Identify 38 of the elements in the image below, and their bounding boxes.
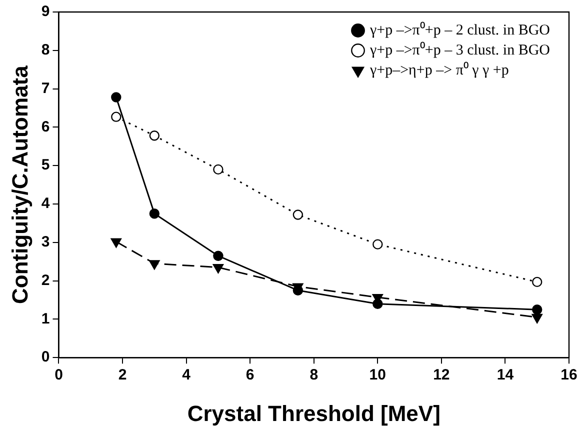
x-tick-label: 4 — [182, 366, 192, 384]
y-tick-label: 9 — [41, 3, 50, 20]
y-tick-label: 2 — [41, 272, 50, 289]
point — [213, 164, 224, 175]
point — [532, 314, 542, 324]
x-tick-label: 6 — [246, 366, 254, 384]
y-tick-label: 7 — [41, 80, 50, 97]
legend-label: γ+p–>η+p –> π⁰ γ γ +p — [369, 61, 509, 78]
point — [111, 92, 122, 102]
x-tick-label: 2 — [118, 366, 127, 384]
y-axis-title: Contiguity/C.Automata — [7, 64, 32, 304]
x-tick-label: 8 — [310, 366, 318, 384]
y-tick-label: 6 — [41, 118, 50, 136]
point — [292, 210, 304, 220]
y-tick-label: 5 — [41, 156, 50, 174]
y-tick-label: 1 — [41, 310, 50, 328]
point — [149, 260, 160, 270]
point — [532, 304, 542, 315]
legend-label: γ+p –>π⁰+p – 3 clust. in BGO — [369, 41, 550, 58]
y-tick-label: 4 — [41, 195, 50, 212]
y-tick-label: 0 — [41, 348, 50, 366]
x-tick-label: 16 — [560, 366, 578, 384]
point — [149, 130, 160, 141]
y-tick-label: 8 — [41, 42, 50, 59]
point — [372, 239, 383, 250]
point — [213, 250, 224, 261]
x-tick-label: 10 — [369, 366, 386, 384]
x-axis-title: Crystal Threshold [MeV] — [187, 400, 440, 426]
x-tick-label: 0 — [54, 366, 63, 384]
legend-label: γ+p –>π⁰+p – 2 clust. in BGO — [369, 21, 550, 38]
x-tick-label: 12 — [433, 366, 450, 384]
point — [110, 238, 122, 248]
y-tick-label: 3 — [41, 234, 50, 251]
point — [149, 208, 160, 219]
x-tick-label: 14 — [496, 366, 514, 384]
point — [212, 264, 224, 274]
point — [111, 112, 122, 122]
point — [532, 276, 542, 288]
